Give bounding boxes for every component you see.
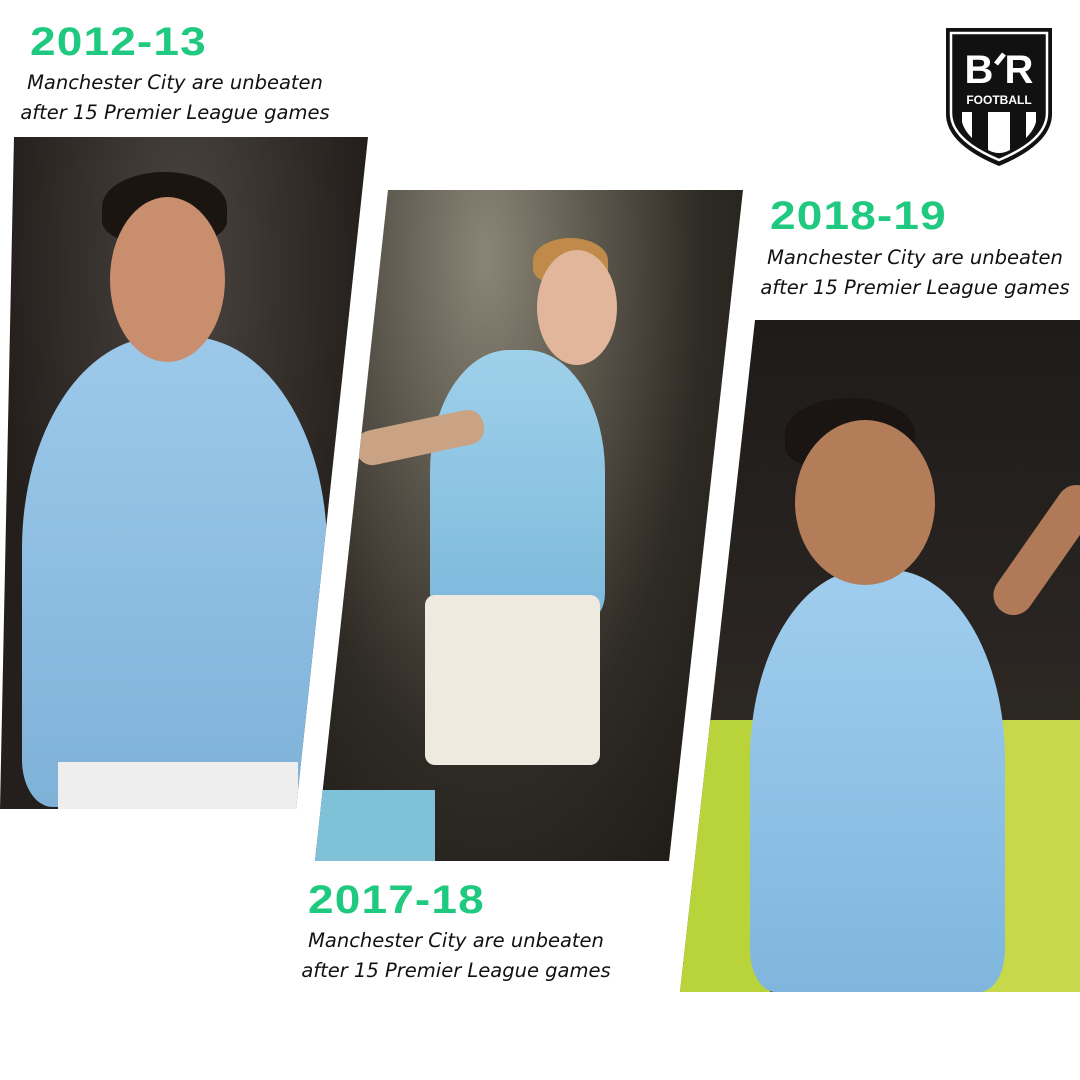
caption-line: after 15 Premier League games (760, 276, 1070, 299)
arm (985, 477, 1080, 623)
player-face (110, 197, 225, 362)
photo-mahrez (680, 320, 1080, 992)
sky-blue-shirt (430, 350, 605, 620)
season-title-2018-19: 2018-19 (770, 194, 947, 238)
season-title-2017-18: 2017-18 (308, 878, 485, 922)
sky-blue-shirt (750, 570, 1005, 992)
caption-line: Manchester City are unbeaten (767, 246, 1063, 269)
photo-de-bruyne (315, 190, 743, 861)
photo-tevez (0, 137, 368, 809)
caption-line: Manchester City are unbeaten (308, 929, 604, 952)
player-face (795, 420, 935, 585)
season-caption-2018-19: Manchester City are unbeaten after 15 Pr… (745, 243, 1080, 303)
season-caption-2017-18: Manchester City are unbeaten after 15 Pr… (286, 926, 626, 986)
bleacher-report-football-logo: B R FOOTBALL (946, 28, 1052, 166)
caption-line: Manchester City are unbeaten (27, 71, 323, 94)
svg-text:FOOTBALL: FOOTBALL (966, 93, 1031, 107)
season-title-2012-13: 2012-13 (30, 20, 207, 64)
svg-text:B R: B R (965, 48, 1034, 92)
player-face (537, 250, 617, 365)
caption-line: after 15 Premier League games (20, 101, 330, 124)
sky-blue-shirt (22, 337, 327, 807)
season-caption-2012-13: Manchester City are unbeaten after 15 Pr… (0, 68, 350, 128)
white-shorts (58, 762, 298, 809)
caption-line: after 15 Premier League games (301, 959, 611, 982)
white-shorts (425, 595, 600, 765)
sock (315, 790, 435, 861)
